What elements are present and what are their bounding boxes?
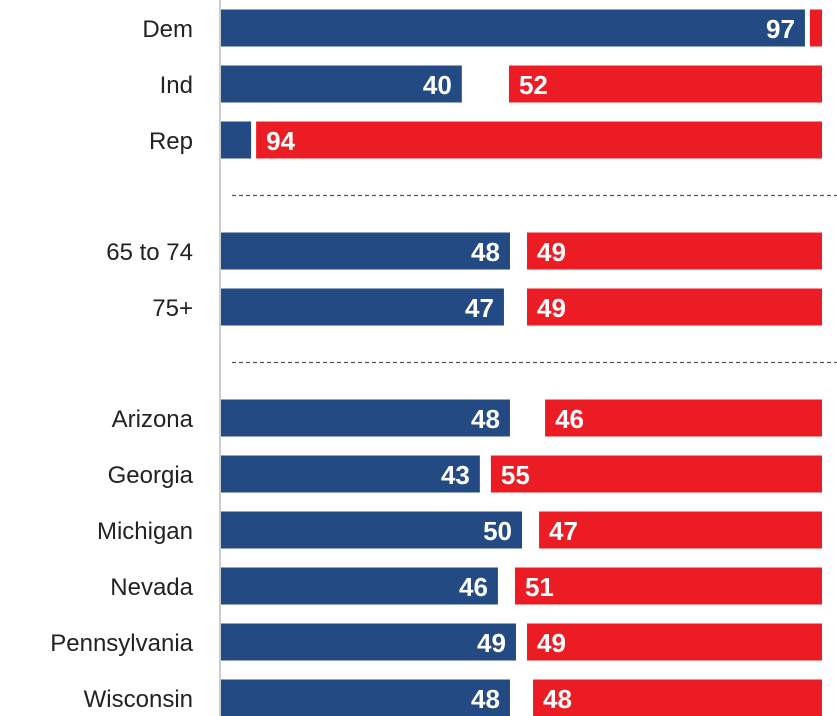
dem-bar-wisconsin xyxy=(221,679,510,716)
dem-value-pennsylvania: 49 xyxy=(477,628,506,658)
rep-value-arizona: 46 xyxy=(555,404,584,434)
rep-value-65-to-74: 49 xyxy=(537,237,566,267)
dem-value-75-: 47 xyxy=(465,293,494,323)
category-label-wisconsin: Wisconsin xyxy=(84,686,193,713)
category-label-nevada: Nevada xyxy=(110,574,193,601)
rep-bar-arizona xyxy=(545,399,822,437)
dem-bar-georgia xyxy=(221,455,480,493)
rep-bar-michigan xyxy=(539,511,822,549)
category-label-georgia: Georgia xyxy=(108,462,194,489)
rep-bar-dem xyxy=(809,9,822,47)
dem-bar-rep xyxy=(221,121,252,159)
dem-value-65-to-74: 48 xyxy=(471,237,500,267)
rep-bar-pennsylvania xyxy=(527,623,822,661)
category-label-rep: Rep xyxy=(149,128,193,155)
dem-value-michigan: 50 xyxy=(483,516,512,546)
dem-value-dem: 97 xyxy=(766,14,795,44)
dem-bar-pennsylvania xyxy=(221,623,516,661)
rep-bar-rep xyxy=(256,121,822,159)
category-label-dem: Dem xyxy=(142,16,193,43)
rep-value-wisconsin: 48 xyxy=(543,684,572,714)
dem-bar-dem xyxy=(221,9,805,47)
rep-bar-nevada xyxy=(514,567,822,605)
dem-value-arizona: 48 xyxy=(471,404,500,434)
dem-bar-ind xyxy=(221,65,462,103)
dem-value-ind: 40 xyxy=(423,70,452,100)
rep-bar-georgia xyxy=(490,455,822,493)
rep-value-michigan: 47 xyxy=(549,516,578,546)
dem-bar-michigan xyxy=(221,511,522,549)
rep-bar-ind xyxy=(508,65,822,103)
category-label-michigan: Michigan xyxy=(97,518,193,545)
category-label-65-to-74: 65 to 74 xyxy=(106,239,193,266)
category-label-ind: Ind xyxy=(160,72,193,99)
rep-bar-75- xyxy=(527,288,822,326)
rep-bar-wisconsin xyxy=(533,679,822,716)
dem-bar-75- xyxy=(221,288,504,326)
dem-value-georgia: 43 xyxy=(441,460,470,490)
rep-bar-65-to-74 xyxy=(527,232,822,270)
dem-bar-65-to-74 xyxy=(221,232,510,270)
rep-value-nevada: 51 xyxy=(525,572,554,602)
category-label-pennsylvania: Pennsylvania xyxy=(50,630,193,657)
rep-value-75-: 49 xyxy=(537,293,566,323)
dem-bar-arizona xyxy=(221,399,510,437)
dem-value-nevada: 46 xyxy=(459,572,488,602)
rep-value-ind: 52 xyxy=(519,70,548,100)
rep-value-pennsylvania: 49 xyxy=(537,628,566,658)
rep-value-georgia: 55 xyxy=(501,460,530,490)
dem-bar-nevada xyxy=(221,567,498,605)
category-label-75-: 75+ xyxy=(152,295,193,322)
dem-value-wisconsin: 48 xyxy=(471,684,500,714)
rep-value-rep: 94 xyxy=(266,126,295,156)
category-label-arizona: Arizona xyxy=(112,406,194,433)
